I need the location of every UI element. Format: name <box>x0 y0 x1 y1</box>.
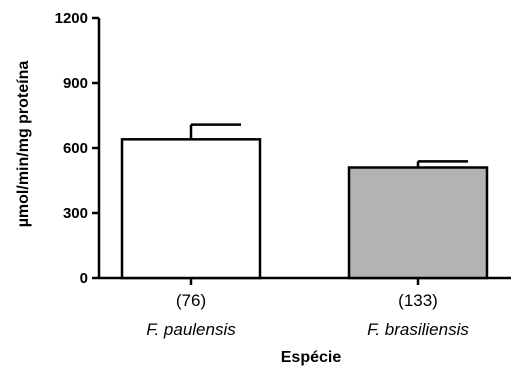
y-tick-label: 1200 <box>55 10 88 27</box>
bar <box>347 166 489 280</box>
category-label: F. paulensis <box>146 320 236 339</box>
y-tick-label: 300 <box>63 205 88 222</box>
sample-size-label: (76) <box>176 291 206 310</box>
labels: 0 300 600 900 1200 (76) F. paulensis (133) F. br… <box>55 10 470 339</box>
bar <box>120 138 262 280</box>
y-tick-label: 0 <box>80 270 88 287</box>
bars <box>120 123 489 280</box>
y-tick-label: 900 <box>63 75 88 92</box>
y-tick-label: 600 <box>63 140 88 157</box>
sample-size-label: (133) <box>398 291 438 310</box>
x-axis-title: Espécie <box>281 349 342 366</box>
y-axis-title: µmol/min/mg proteína <box>15 61 32 228</box>
category-label: F. brasiliensis <box>367 320 469 339</box>
